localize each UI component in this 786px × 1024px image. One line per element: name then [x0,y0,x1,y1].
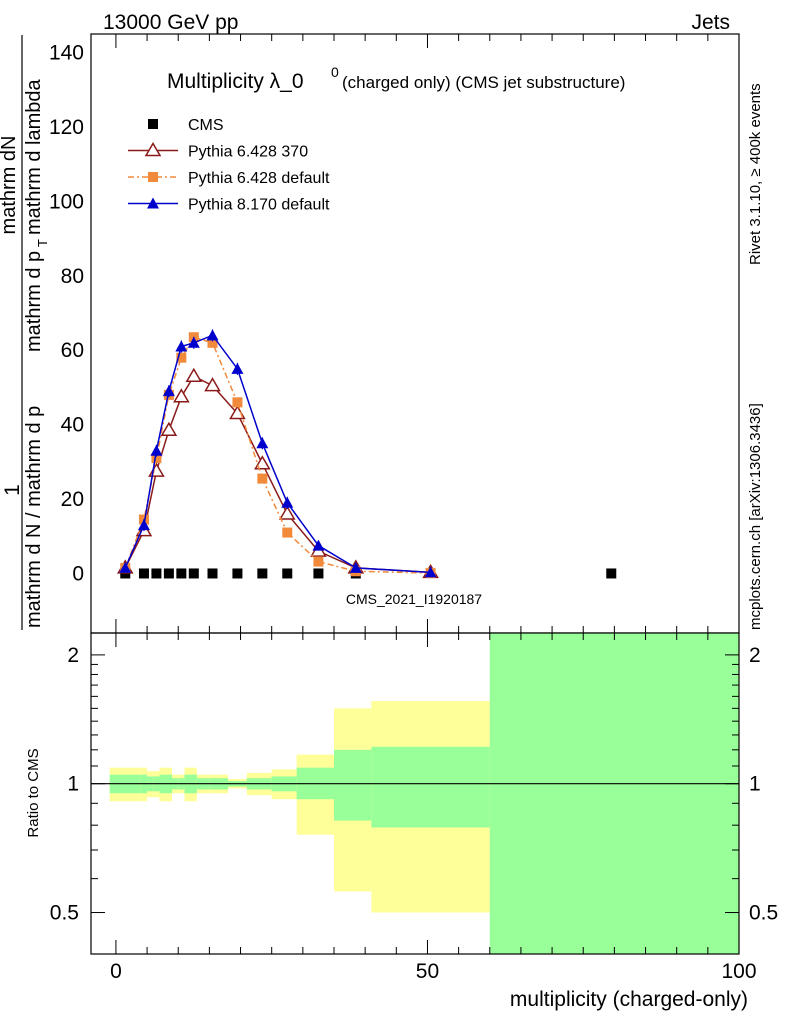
ylabel-numerator-a: 1 [1,484,24,496]
data-point-triangle [231,362,244,374]
legend-entry-label: Pythia 6.428 370 [188,144,308,161]
x-axis: 0 50 100 [110,633,757,983]
y-tick-label: 0 [72,562,84,585]
series-line [124,334,431,574]
data-point-triangle [256,437,269,449]
data-point-triangle [206,329,219,341]
data-point-open-triangle [254,455,271,470]
header-energy-label: 13000 GeV pp [103,11,238,34]
data-point-open-triangle [278,505,296,520]
y-tick-label: 60 [61,339,84,362]
data-point-triangle [187,336,200,348]
data-point-open-triangle [144,142,162,157]
data-point-square [313,568,324,579]
ratio-y-tick-label: 0.5 [50,902,79,925]
series-3 [120,332,436,579]
data-point-square [606,568,617,579]
ratio-plot-panel: 0.5 0.5 1 1 2 2 Ratio to CMS [25,632,778,955]
data-point-triangle [162,385,175,397]
y-tick-label: 140 [49,42,84,65]
chart-title-superscript: 0 [331,64,339,80]
legend: CMS Pythia 6.428 370 Pythia 6.428 default P… [128,117,330,214]
x-tick-label: 50 [416,960,439,983]
data-point-triangle [175,340,188,352]
legend-entry-label: CMS [188,117,224,134]
main-plot-panel: 0 20 40 60 80 100 120 140 Multiplicity λ_0 0 (c… [49,33,740,634]
series-4 [119,329,437,578]
data-point-square [282,527,293,538]
data-point-open-triangle [160,421,178,436]
y-tick-label: 100 [49,190,84,213]
header-jets-label: Jets [691,11,730,34]
data-point-square [151,453,162,464]
data-point-square [282,568,293,579]
data-point-square [151,568,162,579]
data-point-square [232,397,243,408]
ratio-y-axis-label: Ratio to CMS [25,748,42,837]
ratio-band-inner [334,749,372,821]
data-point-triangle [119,561,132,573]
ratio-y-tick-label-right: 0.5 [749,902,778,925]
data-point-open-triangle [148,462,165,477]
data-point-open-triangle [185,367,203,383]
data-point-square [176,568,187,579]
data-point-triangle [150,444,163,456]
x-tick-label: 100 [721,960,756,983]
ratio-y-tick-label: 1 [67,773,79,796]
series-line [124,336,431,574]
ratio-band-inner [371,746,490,828]
data-point-square [148,119,158,129]
series-1 [120,568,617,579]
data-point-triangle [424,566,437,578]
data-point-square [257,568,268,579]
ratio-band-inner [489,633,739,954]
ylabel-denominator-c: mathrm d lambda [23,79,45,235]
series-2 [116,367,439,579]
data-point-square [163,568,174,579]
data-point-triangle [312,539,325,551]
data-point-square [207,337,218,348]
watermark-analysis-id: CMS_2021_I1920187 [346,591,482,607]
legend-entry-label: Pythia 6.428 default [188,170,330,187]
data-point-square [313,556,324,567]
ratio-y-tick-label-right: 1 [749,773,761,796]
y-tick-label: 120 [49,116,84,139]
data-point-square [232,568,243,579]
y-tick-label: 40 [61,414,84,437]
data-point-square [257,473,268,484]
ratio-plot-frame [90,632,740,955]
data-point-open-triangle [173,388,190,403]
data-point-triangle [137,519,150,531]
ratio-y-tick-label-right: 2 [749,644,761,667]
mcplots-label: mcplots.cern.ch [arXiv:1306.3436] [747,403,764,630]
series-line [124,375,431,574]
y-tick-label: 20 [61,488,84,511]
data-point-square [188,568,199,579]
ylabel-denominator-b: mathrm d p [23,251,45,352]
data-point-square [207,568,218,579]
ratio-y-tick-label: 2 [67,644,79,667]
legend-entry-label: Pythia 8.170 default [188,197,330,214]
data-point-triangle [147,197,159,209]
data-point-square [138,568,149,579]
x-axis-label: multiplicity (charged-only) [510,988,748,1011]
data-point-open-triangle [204,377,221,392]
ylabel-subscript-t: T [35,239,50,247]
y-tick-label: 80 [61,265,84,288]
data-point-triangle [281,496,294,508]
rivet-version-label: Rivet 3.1.10, ≥ 400k events [747,83,764,265]
data-point-square [148,172,158,182]
ylabel-denominator-a: mathrm d N / mathrm d p [23,406,45,628]
data-point-triangle [349,561,362,573]
chart-title: Multiplicity λ_0 [167,70,304,93]
ylabel-numerator-b: mathrm dN [0,136,20,235]
data-point-square [176,352,187,363]
x-tick-label: 0 [110,960,122,983]
main-y-axis-label: 1 mathrm dN mathrm d N / mathrm d p math… [0,35,50,630]
chart-title-suffix: (charged only) (CMS jet substructure) [342,73,625,92]
